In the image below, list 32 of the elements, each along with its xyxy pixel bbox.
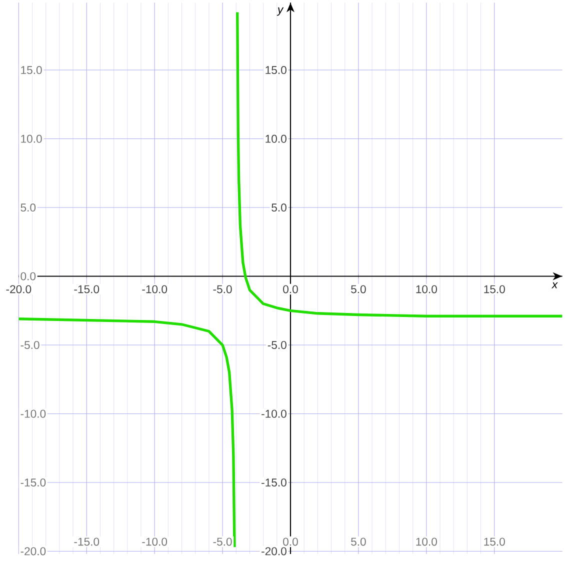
x2-tick-label: -5.0 [213, 538, 232, 546]
y2-tick-label: 10.0 [21, 134, 42, 143]
x-tick-label: 10.0 [416, 285, 437, 294]
y-tick-label: -5.0 [268, 341, 286, 350]
x2-tick-label: -10.0 [142, 538, 168, 546]
y-tick-label: -15.0 [262, 478, 286, 487]
x-tick-label: 15.0 [484, 285, 505, 294]
x2-tick-label: 0.0 [283, 538, 298, 546]
x-tick-label: -20.0 [6, 285, 32, 294]
x2-tick-label: 5.0 [351, 538, 366, 546]
y2-tick-label: 15.0 [21, 66, 42, 74]
y2-tick-label: -15.0 [20, 478, 46, 487]
x-tick-label: 5.0 [351, 285, 366, 294]
x2-tick-label: 10.0 [416, 538, 437, 546]
y-tick-label: 10.0 [266, 134, 286, 143]
y-tick-label: 5.0 [272, 204, 286, 212]
y2-tick-label: -20.0 [20, 547, 46, 556]
y2-tick-label: -5.0 [20, 341, 40, 350]
y-tick-label: -20.0 [262, 547, 286, 556]
y2-tick-label: 5.0 [20, 204, 36, 212]
y-tick-label: 15.0 [266, 66, 286, 74]
x-tick-label: -5.0 [213, 285, 232, 294]
y-axis-title: y [276, 7, 284, 16]
x-tick-label: -10.0 [142, 285, 168, 294]
x-tick-label: -15.0 [74, 285, 100, 294]
x-axis-title: x [551, 282, 558, 288]
x-tick-label: 0.0 [283, 285, 298, 294]
y2-tick-label: -10.0 [20, 410, 46, 418]
x2-tick-label: 15.0 [484, 538, 505, 546]
y2-tick-label: 0.0 [20, 272, 36, 280]
y-tick-label: -10.0 [262, 410, 286, 418]
x2-tick-label: -15.0 [74, 538, 100, 546]
